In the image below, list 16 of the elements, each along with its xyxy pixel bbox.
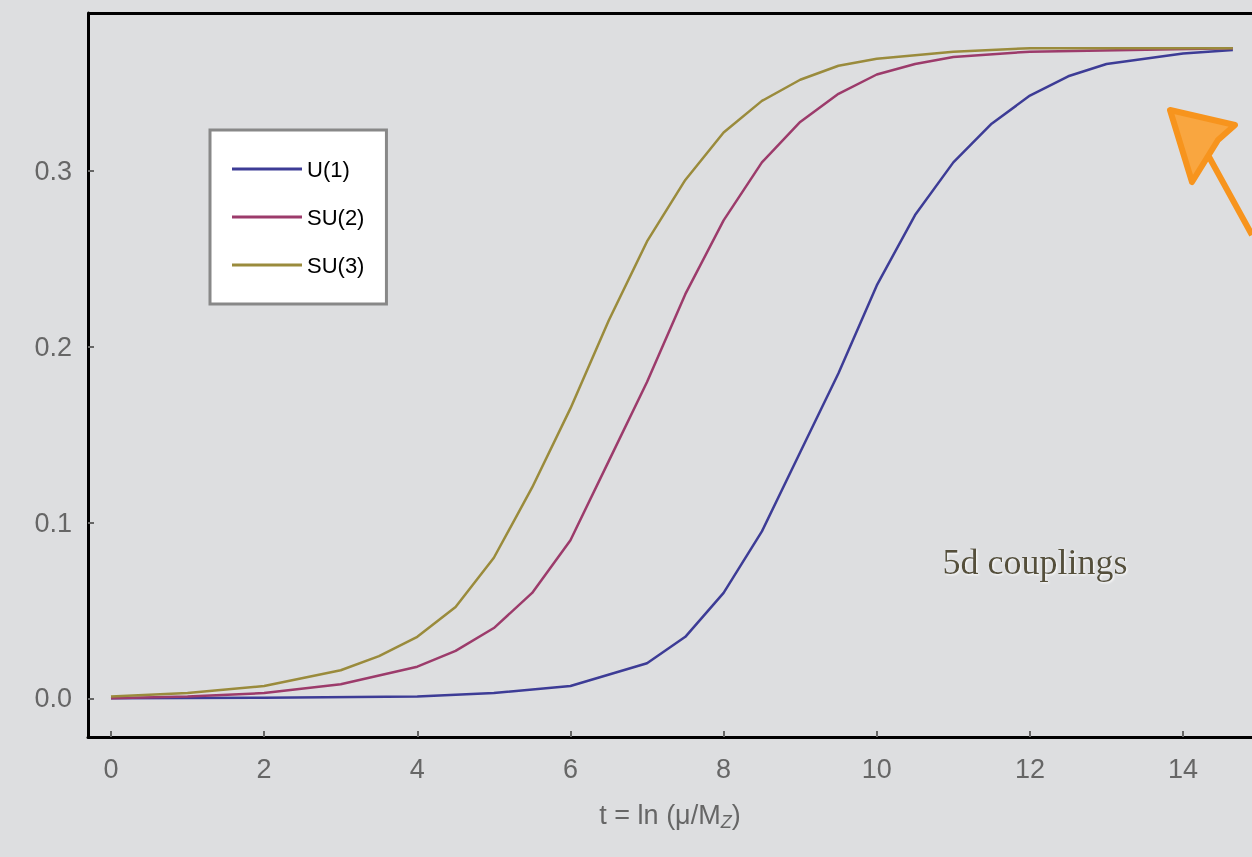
y-tick-label: 0.3	[34, 156, 72, 187]
x-tick-label: 10	[861, 753, 892, 784]
legend-label: U(1)	[307, 156, 350, 182]
x-tick-label: 14	[1168, 753, 1199, 784]
x-tick-label: 8	[716, 753, 732, 784]
x-tick-label: 2	[256, 753, 272, 784]
y-tick-label: 0.1	[34, 507, 72, 538]
y-tick-label: 0.0	[34, 683, 72, 714]
x-tick-label: 6	[562, 753, 578, 784]
x-tick-label: 0	[103, 753, 119, 784]
legend-label: SU(3)	[307, 252, 365, 278]
y-tick-label: 0.2	[34, 331, 72, 362]
legend-label: SU(2)	[307, 204, 365, 230]
x-tick-label: 12	[1014, 753, 1045, 784]
annotation: 5d couplings	[942, 542, 1128, 582]
x-tick-label: 4	[409, 753, 425, 784]
